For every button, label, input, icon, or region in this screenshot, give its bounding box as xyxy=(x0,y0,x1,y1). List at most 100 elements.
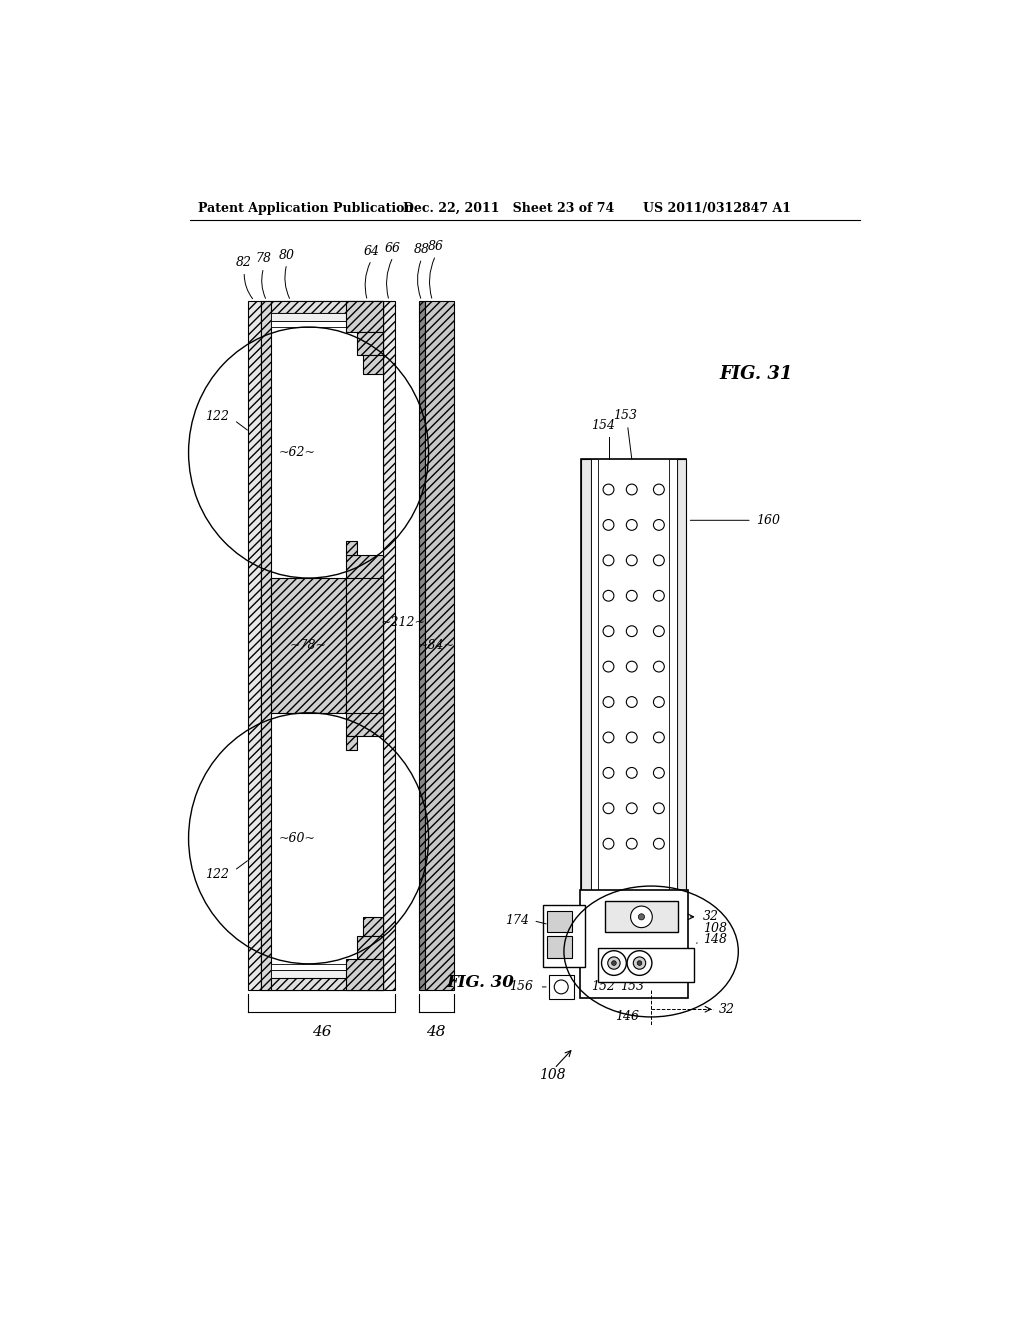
Bar xyxy=(547,911,572,932)
Text: 108: 108 xyxy=(703,921,727,935)
Bar xyxy=(582,459,591,898)
Bar xyxy=(346,301,383,331)
Circle shape xyxy=(653,520,665,531)
Text: Patent Application Publication: Patent Application Publication xyxy=(198,202,414,215)
Circle shape xyxy=(653,554,665,566)
Text: 152: 152 xyxy=(591,979,615,993)
Text: 48: 48 xyxy=(426,1026,445,1039)
Bar xyxy=(425,301,454,990)
Text: 148: 148 xyxy=(703,933,727,946)
Circle shape xyxy=(653,838,665,849)
Bar xyxy=(260,301,383,990)
Circle shape xyxy=(611,961,616,965)
Bar xyxy=(248,301,260,990)
Circle shape xyxy=(627,733,637,743)
Bar xyxy=(346,554,383,601)
Text: Dec. 22, 2011   Sheet 23 of 74: Dec. 22, 2011 Sheet 23 of 74 xyxy=(403,202,614,215)
Bar xyxy=(356,936,383,960)
Text: ~212~: ~212~ xyxy=(381,616,426,628)
Text: 153: 153 xyxy=(620,979,644,993)
Circle shape xyxy=(637,961,642,965)
Circle shape xyxy=(631,906,652,928)
Circle shape xyxy=(653,697,665,708)
Bar xyxy=(362,917,383,936)
Text: ~84~: ~84~ xyxy=(417,639,455,652)
Bar xyxy=(260,301,271,990)
Bar xyxy=(271,301,383,313)
Text: FIG. 30: FIG. 30 xyxy=(446,974,515,991)
Bar xyxy=(383,301,395,990)
Circle shape xyxy=(653,733,665,743)
Text: 146: 146 xyxy=(615,1010,640,1023)
Circle shape xyxy=(603,733,614,743)
Text: 82: 82 xyxy=(237,256,252,269)
Bar xyxy=(271,964,383,970)
Circle shape xyxy=(653,803,665,813)
Circle shape xyxy=(603,697,614,708)
Text: 122: 122 xyxy=(205,869,228,880)
Circle shape xyxy=(601,950,627,975)
Bar xyxy=(604,902,678,932)
Bar xyxy=(582,459,686,898)
Circle shape xyxy=(627,484,637,495)
Text: 174: 174 xyxy=(505,915,528,927)
Text: 64: 64 xyxy=(364,244,379,257)
Text: 78: 78 xyxy=(256,252,271,265)
Bar xyxy=(271,978,383,990)
Circle shape xyxy=(603,484,614,495)
Circle shape xyxy=(627,661,637,672)
Circle shape xyxy=(627,590,637,601)
Circle shape xyxy=(603,626,614,636)
Circle shape xyxy=(603,803,614,813)
Circle shape xyxy=(627,950,652,975)
Circle shape xyxy=(603,590,614,601)
Circle shape xyxy=(627,803,637,813)
Circle shape xyxy=(627,554,637,566)
Text: 154: 154 xyxy=(591,418,615,432)
Bar xyxy=(346,960,383,990)
Bar xyxy=(419,301,425,990)
Text: 80: 80 xyxy=(279,248,295,261)
Text: ~78~: ~78~ xyxy=(290,639,327,652)
Bar xyxy=(346,737,356,750)
Text: FIG. 31: FIG. 31 xyxy=(719,366,793,383)
Bar xyxy=(580,890,687,998)
Bar xyxy=(547,936,572,958)
Text: 108: 108 xyxy=(539,1068,565,1081)
Circle shape xyxy=(603,520,614,531)
Bar xyxy=(271,578,346,713)
Text: 160: 160 xyxy=(756,513,779,527)
Bar xyxy=(669,459,677,898)
Bar xyxy=(591,459,598,898)
Circle shape xyxy=(653,661,665,672)
Bar xyxy=(598,948,693,982)
Bar xyxy=(271,313,383,321)
Circle shape xyxy=(627,626,637,636)
Text: 156: 156 xyxy=(509,981,534,994)
Circle shape xyxy=(607,957,621,969)
Text: ~62~: ~62~ xyxy=(279,446,315,459)
Bar xyxy=(362,355,383,374)
Circle shape xyxy=(627,767,637,779)
Circle shape xyxy=(603,767,614,779)
Circle shape xyxy=(627,697,637,708)
Circle shape xyxy=(627,520,637,531)
Circle shape xyxy=(633,957,646,969)
Text: 32: 32 xyxy=(703,911,719,924)
Circle shape xyxy=(653,626,665,636)
Bar xyxy=(271,970,383,978)
Text: 86: 86 xyxy=(428,240,443,253)
Circle shape xyxy=(638,913,644,920)
Circle shape xyxy=(603,661,614,672)
Bar xyxy=(346,578,383,713)
Bar xyxy=(549,974,573,999)
Circle shape xyxy=(627,838,637,849)
Bar xyxy=(271,321,383,327)
Bar xyxy=(543,906,586,966)
Text: 46: 46 xyxy=(312,1026,332,1039)
Bar xyxy=(677,459,686,898)
Circle shape xyxy=(653,590,665,601)
Text: 88: 88 xyxy=(414,243,430,256)
Circle shape xyxy=(554,979,568,994)
Text: 122: 122 xyxy=(205,409,228,422)
